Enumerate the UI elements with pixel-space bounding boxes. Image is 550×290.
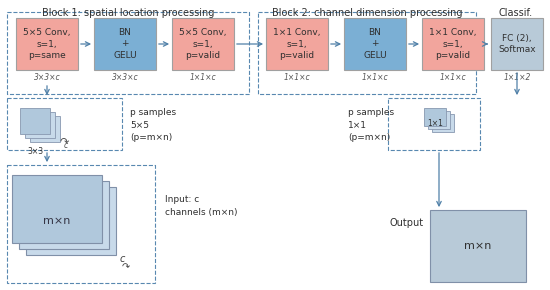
Text: 1×1 Conv,
s=1,
p=valid: 1×1 Conv, s=1, p=valid — [429, 28, 477, 60]
Text: 3×3: 3×3 — [27, 146, 43, 155]
Bar — [25, 112, 55, 138]
Bar — [344, 18, 406, 70]
Text: $\mathit{c}$: $\mathit{c}$ — [119, 254, 126, 264]
Text: m×n: m×n — [43, 216, 71, 226]
Text: p samples
5×5
(p=m×n): p samples 5×5 (p=m×n) — [130, 108, 176, 142]
Text: Block 1: spatial location processing: Block 1: spatial location processing — [42, 8, 214, 18]
Text: 5×5 Conv,
s=1,
p=same: 5×5 Conv, s=1, p=same — [23, 28, 71, 60]
Text: $\curvearrowright$: $\curvearrowright$ — [120, 260, 132, 270]
Text: $c$: $c$ — [63, 142, 69, 151]
Bar — [430, 210, 526, 282]
Bar — [20, 108, 50, 134]
Bar — [432, 114, 454, 132]
Text: $\curvearrowright$: $\curvearrowright$ — [57, 136, 70, 146]
Bar — [30, 116, 60, 142]
Bar — [7, 165, 155, 283]
Bar — [388, 98, 480, 150]
Bar — [12, 175, 102, 243]
Text: 5×5 Conv,
s=1,
p=valid: 5×5 Conv, s=1, p=valid — [179, 28, 227, 60]
Text: 1×1×2: 1×1×2 — [503, 73, 531, 82]
Bar — [266, 18, 328, 70]
Bar — [94, 18, 156, 70]
Text: Classif.: Classif. — [499, 8, 533, 18]
Bar — [422, 18, 484, 70]
Text: BN
+
GELU: BN + GELU — [113, 28, 137, 60]
Bar — [26, 187, 116, 255]
Text: 1×1×c: 1×1×c — [439, 73, 466, 82]
Bar — [16, 18, 78, 70]
Text: Input: c
channels (m×n): Input: c channels (m×n) — [165, 195, 238, 217]
Text: p samples
1×1
(p=m×n): p samples 1×1 (p=m×n) — [348, 108, 394, 142]
Text: Block 2: channel dimension processing: Block 2: channel dimension processing — [272, 8, 462, 18]
Bar — [428, 111, 450, 129]
Text: 1×1×c: 1×1×c — [190, 73, 216, 82]
Bar — [172, 18, 234, 70]
Text: 1×1×c: 1×1×c — [284, 73, 310, 82]
Text: 3×3×c: 3×3×c — [34, 73, 60, 82]
Bar — [258, 12, 476, 94]
Text: BN
+
GELU: BN + GELU — [363, 28, 387, 60]
Text: 1×1 Conv,
s=1,
p=valid: 1×1 Conv, s=1, p=valid — [273, 28, 321, 60]
Bar — [19, 181, 109, 249]
Text: FC (2),
Softmax: FC (2), Softmax — [498, 34, 536, 54]
Text: m×n: m×n — [464, 241, 492, 251]
Text: 1×1×c: 1×1×c — [362, 73, 388, 82]
Text: 1×1: 1×1 — [427, 119, 443, 128]
Bar — [491, 18, 543, 70]
Bar — [7, 12, 249, 94]
Text: Output: Output — [390, 218, 424, 228]
Bar — [7, 98, 122, 150]
Bar — [424, 108, 446, 126]
Text: 3×3×c: 3×3×c — [112, 73, 139, 82]
